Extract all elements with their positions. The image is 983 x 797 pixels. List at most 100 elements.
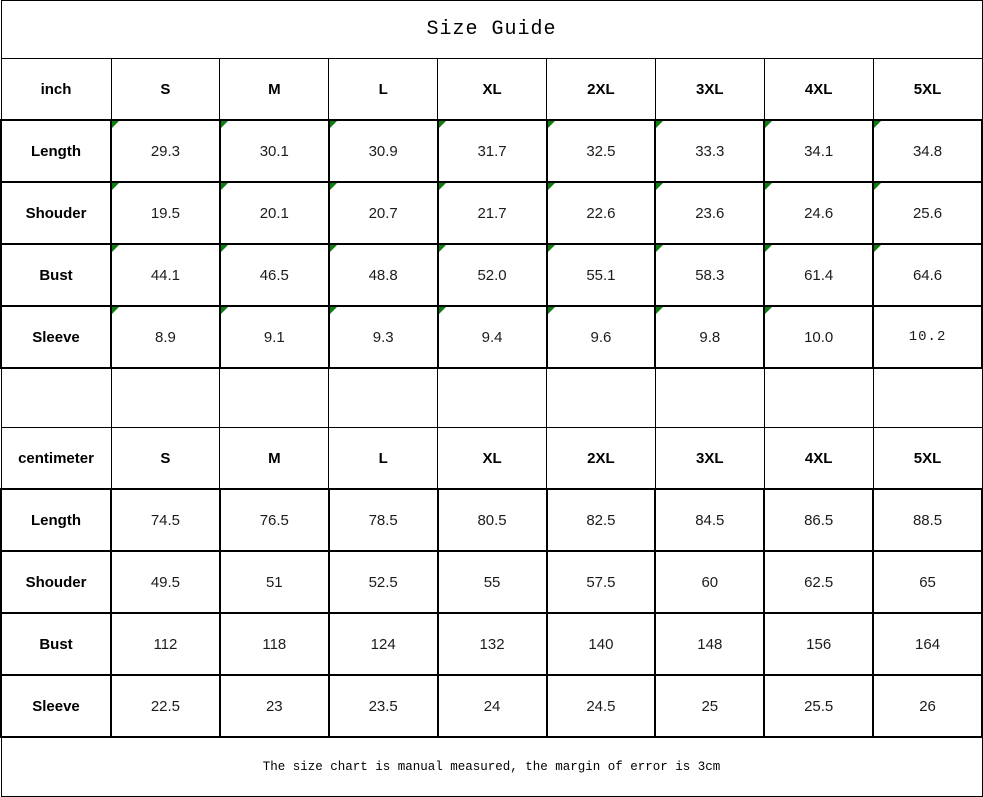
title-row: Size Guide	[0, 0, 983, 59]
green-corner-flag-icon	[330, 246, 337, 252]
size-value-cell: 9.3	[327, 305, 439, 369]
size-value-cell: 74.5	[110, 488, 221, 552]
column-header-xl: XL	[437, 58, 547, 121]
spacer-cell	[328, 367, 439, 428]
size-value-cell: 78.5	[327, 488, 439, 552]
unit-label-inch: inch	[0, 58, 112, 121]
column-header-l: L	[328, 427, 439, 490]
size-value-cell: 10.0	[763, 305, 875, 369]
size-value-cell: 84.5	[654, 488, 766, 552]
column-header-4xl: 4XL	[763, 427, 874, 490]
size-value-cell: 9.1	[218, 305, 330, 369]
size-value-cell: 132	[436, 612, 548, 676]
size-value-cell: 65	[872, 550, 983, 614]
column-header-s: S	[110, 427, 221, 490]
green-corner-flag-icon	[221, 308, 228, 314]
size-value-cell: 8.9	[110, 305, 221, 369]
green-corner-flag-icon	[221, 122, 228, 128]
spacer-cell	[437, 367, 547, 428]
unit-label-centimeter: centimeter	[0, 427, 112, 490]
measurement-row-length: Length 74.5 76.5 78.5 80.5 82.5 84.5 86.5 88.5	[0, 488, 983, 552]
size-value-cell: 52.5	[327, 550, 439, 614]
footer-section: The size chart is manual measured, the m…	[0, 736, 983, 797]
footer-row: The size chart is manual measured, the m…	[0, 736, 983, 797]
green-corner-flag-icon	[657, 246, 664, 252]
green-corner-flag-icon	[112, 184, 119, 190]
green-corner-flag-icon	[221, 246, 228, 252]
size-value-cell: 9.4	[436, 305, 548, 369]
size-value-cell: 9.8	[654, 305, 766, 369]
size-value-cell: 22.6	[545, 181, 657, 245]
column-header-m: M	[219, 427, 330, 490]
size-value-cell: 58.3	[654, 243, 766, 307]
size-value-cell: 31.7	[436, 119, 548, 183]
column-header-2xl: 2XL	[546, 427, 656, 490]
column-header-3xl: 3XL	[654, 58, 765, 121]
row-label-sleeve: Sleeve	[0, 674, 112, 738]
size-header-row-inch: inch S M L XL 2XL 3XL 4XL 5XL	[0, 58, 983, 121]
green-corner-flag-icon	[439, 308, 446, 314]
green-corner-flag-icon	[875, 122, 882, 128]
size-value-cell: 10.2	[872, 305, 983, 369]
size-value-cell: 29.3	[110, 119, 221, 183]
size-value-cell: 25.5	[763, 674, 875, 738]
size-value-cell: 22.5	[110, 674, 221, 738]
measurement-row-bust: Bust 112 118 124 132 140 148 156 164	[0, 612, 983, 676]
size-value-cell: 61.4	[763, 243, 875, 307]
size-value-cell: 24	[436, 674, 548, 738]
size-value-cell: 33.3	[654, 119, 766, 183]
green-corner-flag-icon	[766, 184, 773, 190]
green-corner-flag-icon	[439, 184, 446, 190]
row-label-shouder: Shouder	[0, 550, 112, 614]
size-value-cell: 25.6	[872, 181, 983, 245]
green-corner-flag-icon	[112, 122, 119, 128]
size-value-cell: 30.9	[327, 119, 439, 183]
size-value-cell: 112	[110, 612, 221, 676]
column-header-5xl: 5XL	[872, 427, 983, 490]
page-title: Size Guide	[0, 0, 983, 59]
row-label-length: Length	[0, 119, 112, 183]
size-value-cell: 19.5	[110, 181, 221, 245]
size-value-cell: 24.5	[545, 674, 657, 738]
green-corner-flag-icon	[330, 184, 337, 190]
green-corner-flag-icon	[657, 184, 664, 190]
column-header-s: S	[110, 58, 221, 121]
measurement-row-shouder: Shouder 19.5 20.1 20.7 21.7 22.6 23.6 24.6 25.6	[0, 181, 983, 245]
size-value-cell: 49.5	[110, 550, 221, 614]
size-value-cell: 48.8	[327, 243, 439, 307]
column-header-l: L	[328, 58, 439, 121]
size-value-cell: 76.5	[218, 488, 330, 552]
green-corner-flag-icon	[112, 246, 119, 252]
green-corner-flag-icon	[439, 246, 446, 252]
spacer-cell	[546, 367, 656, 428]
green-corner-flag-icon	[439, 122, 446, 128]
size-value-cell: 30.1	[218, 119, 330, 183]
size-value-cell: 52.0	[436, 243, 548, 307]
size-value-cell: 82.5	[545, 488, 657, 552]
footer-note: The size chart is manual measured, the m…	[0, 736, 983, 797]
green-corner-flag-icon	[548, 308, 555, 314]
green-corner-flag-icon	[875, 246, 882, 252]
green-corner-flag-icon	[766, 246, 773, 252]
measurement-row-length: Length 29.3 30.1 30.9 31.7 32.5 33.3 34.1 34.8	[0, 119, 983, 183]
size-value-cell: 140	[545, 612, 657, 676]
size-value-cell: 51	[218, 550, 330, 614]
column-header-5xl: 5XL	[872, 58, 983, 121]
size-value-cell: 21.7	[436, 181, 548, 245]
green-corner-flag-icon	[766, 122, 773, 128]
measurement-row-bust: Bust 44.1 46.5 48.8 52.0 55.1 58.3 61.4 64.6	[0, 243, 983, 307]
column-header-2xl: 2XL	[546, 58, 656, 121]
size-value-cell: 55	[436, 550, 548, 614]
green-corner-flag-icon	[221, 184, 228, 190]
spacer-cell	[110, 367, 221, 428]
size-value-cell: 20.7	[327, 181, 439, 245]
size-value-cell: 23.5	[327, 674, 439, 738]
spacer-cell	[872, 367, 983, 428]
size-value-cell: 124	[327, 612, 439, 676]
row-label-shouder: Shouder	[0, 181, 112, 245]
green-corner-flag-icon	[548, 246, 555, 252]
size-value-cell: 148	[654, 612, 766, 676]
row-label-sleeve: Sleeve	[0, 305, 112, 369]
size-header-row-centimeter: centimeter S M L XL 2XL 3XL 4XL 5XL	[0, 427, 983, 490]
size-value-cell: 20.1	[218, 181, 330, 245]
